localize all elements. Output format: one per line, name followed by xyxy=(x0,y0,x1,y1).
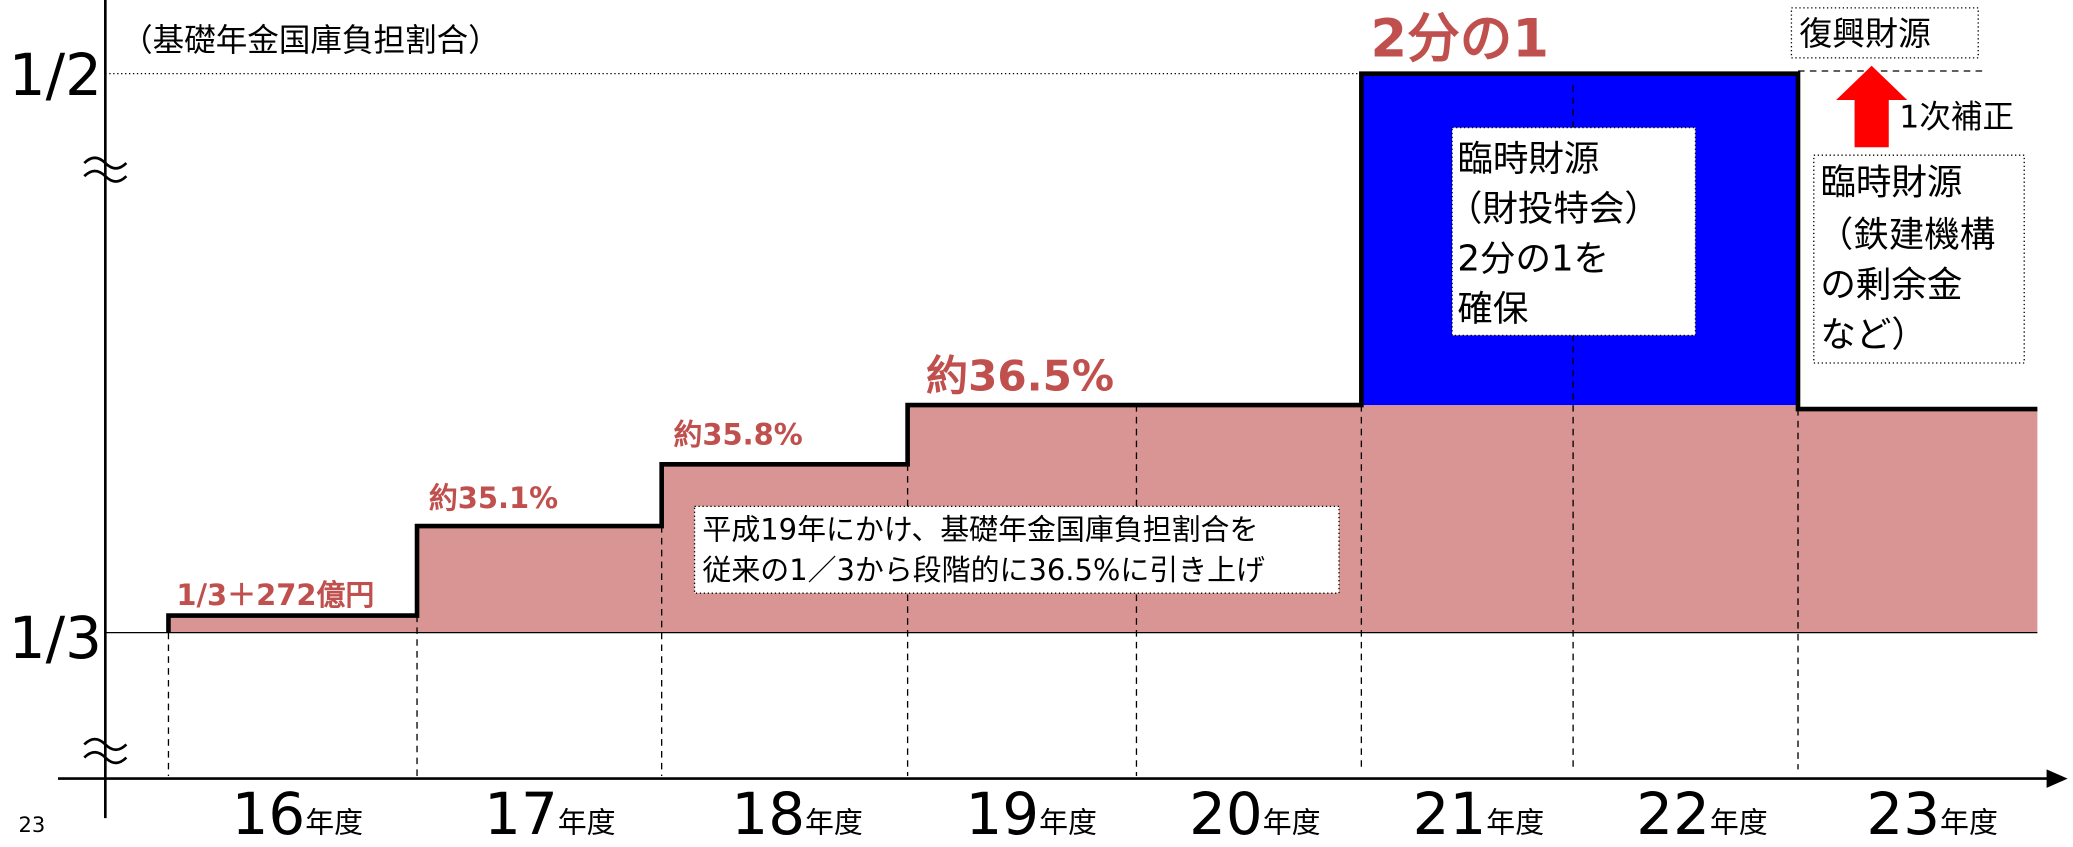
header-note: （基礎年金国庫負担割合） xyxy=(121,23,500,59)
x-label: 23年度 xyxy=(1866,780,1997,847)
x-unit: 年度 xyxy=(1263,806,1321,840)
x-label: 19年度 xyxy=(966,780,1097,847)
box-line: の剰余金 xyxy=(1820,265,1962,306)
note-line: 従来の1／3から段階的に36.5%に引き上げ xyxy=(702,553,1265,587)
x-year: 20 xyxy=(1189,780,1263,847)
reconstruction-box xyxy=(1790,7,1979,59)
page-number: 23 xyxy=(19,812,46,837)
step-label: 約36.5% xyxy=(926,351,1114,400)
box-right xyxy=(1813,154,2025,364)
x-unit: 年度 xyxy=(1039,806,1097,840)
axis-breaks xyxy=(83,156,128,765)
x-axis-arrow xyxy=(2046,769,2068,788)
x-label: 16年度 xyxy=(232,780,363,847)
x-unit: 年度 xyxy=(805,806,863,840)
x-unit: 年度 xyxy=(1940,806,1998,840)
x-unit: 年度 xyxy=(1486,806,1544,840)
y-label: 1/3 xyxy=(9,604,102,672)
x-year: 23 xyxy=(1866,780,1940,847)
x-label: 22年度 xyxy=(1636,780,1767,847)
reconstruction: 復興財源 xyxy=(1799,14,1931,53)
note-box xyxy=(693,505,1340,594)
x-year: 19 xyxy=(966,780,1040,847)
step-line xyxy=(166,71,2038,633)
x-label: 21年度 xyxy=(1413,780,1544,847)
y-label: 1/2 xyxy=(9,41,102,109)
x-year: 22 xyxy=(1636,780,1710,847)
box-line: 確保 xyxy=(1457,288,1528,329)
x-year: 17 xyxy=(484,780,558,847)
x-label: 20年度 xyxy=(1189,780,1320,847)
step-label: 約35.8% xyxy=(673,418,802,452)
supplementary: 1次補正 xyxy=(1899,99,2014,135)
dashed-verticals xyxy=(167,70,1985,776)
step-label: 1/3＋272億円 xyxy=(176,578,374,612)
x-unit: 年度 xyxy=(1710,806,1768,840)
note-line: 平成19年にかけ、基礎年金国庫負担割合を xyxy=(702,512,1258,546)
box-line: 臨時財源 xyxy=(1457,138,1599,179)
x-year: 18 xyxy=(731,780,805,847)
step-label: 約35.1% xyxy=(429,481,558,515)
x-unit: 年度 xyxy=(558,806,616,840)
up-arrow xyxy=(1836,65,1908,148)
x-label: 17年度 xyxy=(484,780,615,847)
box-left xyxy=(1451,126,1697,337)
box-line: （鉄建機構 xyxy=(1818,215,1996,256)
x-label: 18年度 xyxy=(731,780,862,847)
box-line: 臨時財源 xyxy=(1820,162,1962,203)
x-unit: 年度 xyxy=(305,806,363,840)
box-line: （財投特会） xyxy=(1447,188,1660,229)
box-line: など） xyxy=(1820,315,1927,356)
x-year: 16 xyxy=(232,780,306,847)
x-labels: 16年度 17年度 18年度 19年度 20年度 21年度 22年度 23年度 xyxy=(232,780,1998,847)
x-year: 21 xyxy=(1413,780,1487,847)
step-label: 2分の1 xyxy=(1371,9,1549,70)
box-line: 2分の1を xyxy=(1457,238,1609,279)
